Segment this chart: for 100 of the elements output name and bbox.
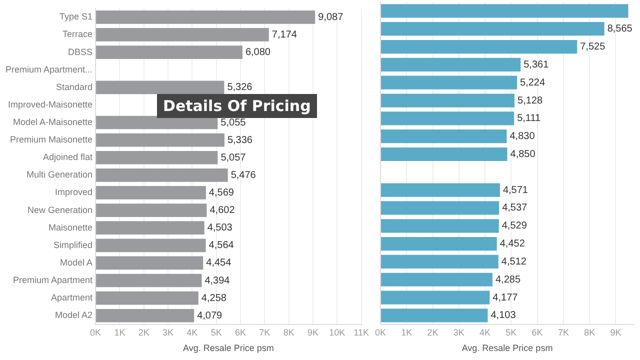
- data-label: 4,850: [510, 148, 536, 160]
- y-tick-label: Premium Maisonette: [10, 134, 93, 145]
- bar: [381, 236, 497, 251]
- y-tick-label: Model A: [60, 257, 93, 268]
- y-tick-label: Model A-Maisonette: [12, 116, 93, 127]
- x-tick-label: 9K: [307, 327, 319, 338]
- data-label: 5,128: [518, 95, 543, 106]
- data-label: 4,177: [492, 292, 518, 304]
- data-label: 4,529: [502, 220, 528, 232]
- y-tick-label: Standard: [56, 82, 93, 92]
- y-tick-label: DBSS: [68, 46, 93, 57]
- data-label: 4,258: [201, 292, 227, 304]
- y-tick-label: Premium Apartment...: [5, 64, 93, 74]
- y-tick-label: Terrace: [62, 29, 93, 40]
- data-label: 4,285: [495, 274, 521, 286]
- data-label: 5,361: [524, 59, 550, 70]
- x-tick-label: 2K: [138, 327, 150, 338]
- x-tick-label: 6K: [532, 327, 543, 338]
- x-tick-label: 8K: [584, 327, 596, 338]
- bar: [96, 46, 242, 59]
- x-tick-label: 2K: [427, 327, 438, 338]
- data-label: 4,103: [490, 310, 516, 322]
- x-tick-label: 0K: [374, 327, 386, 338]
- bar: [381, 130, 507, 144]
- y-tick-label: Maisonette: [48, 222, 93, 232]
- data-label: 9,087: [318, 12, 344, 23]
- bar: [96, 116, 218, 130]
- x-tick-label: 3K: [453, 327, 464, 338]
- data-label: 5,055: [220, 117, 246, 128]
- bar: [96, 256, 204, 270]
- bar: [96, 150, 218, 164]
- bar: [96, 186, 206, 200]
- bar: [96, 221, 204, 235]
- data-label: 4,512: [501, 256, 527, 268]
- bar: [96, 133, 224, 147]
- x-tick-label: 1K: [114, 327, 126, 338]
- annotation: Details Of Pricing: [157, 94, 317, 118]
- data-label: 8,565: [607, 24, 633, 35]
- bar: [381, 58, 521, 72]
- bar: [96, 238, 206, 252]
- x-tick-label: 11K: [354, 327, 370, 338]
- x-tick-label: 0K: [90, 327, 102, 338]
- y-tick-label: Model A2: [54, 310, 93, 320]
- bar: [96, 10, 316, 24]
- x-tick-label: 7K: [259, 327, 270, 338]
- data-label: 4,830: [510, 131, 536, 142]
- bar: [96, 28, 269, 42]
- bar: [96, 168, 228, 182]
- data-label: 4,452: [500, 238, 526, 250]
- data-label: 5,111: [517, 113, 542, 124]
- bar: [381, 183, 500, 197]
- x-tick-label: 4K: [480, 327, 491, 338]
- bar: [96, 80, 224, 94]
- y-tick-label: New Generation: [27, 204, 93, 215]
- y-tick-label: Apartment: [50, 292, 94, 303]
- data-label: 5,326: [227, 82, 253, 94]
- x-axis-title: Avg. Resale Price psm: [182, 343, 274, 354]
- data-label: 5,224: [520, 77, 546, 88]
- y-tick-label: Improved-Maisonette: [8, 99, 93, 110]
- bar: [381, 254, 498, 269]
- x-tick-label: 9K: [610, 327, 622, 338]
- bar: [381, 76, 518, 90]
- bar: [96, 274, 202, 288]
- x-tick-label: 1K: [401, 327, 412, 338]
- data-label: 4,602: [210, 205, 236, 216]
- y-tick-label: Multi Generation: [26, 170, 93, 180]
- x-tick-label: 7K: [558, 327, 569, 338]
- data-label: 4,394: [204, 275, 230, 286]
- data-label: 4,569: [208, 187, 234, 198]
- bar: [381, 219, 499, 233]
- x-tick-label: 5K: [506, 327, 517, 338]
- bar: [381, 94, 515, 108]
- y-tick-label: Simplified: [54, 240, 93, 250]
- data-label: 4,503: [207, 222, 233, 234]
- bar: [381, 290, 490, 304]
- data-label: 7,174: [272, 29, 298, 40]
- bar: [381, 112, 514, 126]
- data-label: 5,476: [230, 170, 256, 181]
- x-axis-title: Avg. Resale Price psm: [462, 343, 553, 354]
- data-label: 5,057: [220, 152, 246, 164]
- y-tick-label: Improved: [54, 187, 93, 198]
- x-tick-label: 10K: [329, 327, 346, 338]
- x-tick-label: 6K: [235, 327, 246, 338]
- data-label: 7,525: [580, 42, 606, 53]
- y-tick-label: Type S1: [59, 12, 93, 22]
- bar: [381, 4, 628, 18]
- y-tick-label: Adjoined flat: [42, 152, 94, 162]
- bar: [96, 204, 207, 217]
- bar: [381, 308, 488, 322]
- data-label: 6,080: [245, 47, 271, 58]
- x-tick-label: 3K: [162, 327, 174, 338]
- y-tick-label: Premium Apartment: [12, 274, 94, 285]
- bar: [381, 147, 508, 162]
- data-label: 4,454: [206, 258, 232, 269]
- data-label: 4,537: [502, 202, 528, 214]
- bar: [381, 201, 500, 215]
- data-label: 4,571: [502, 184, 528, 196]
- x-tick-label: 8K: [283, 327, 294, 338]
- bar: [381, 272, 492, 286]
- x-tick-label: 5K: [210, 327, 222, 338]
